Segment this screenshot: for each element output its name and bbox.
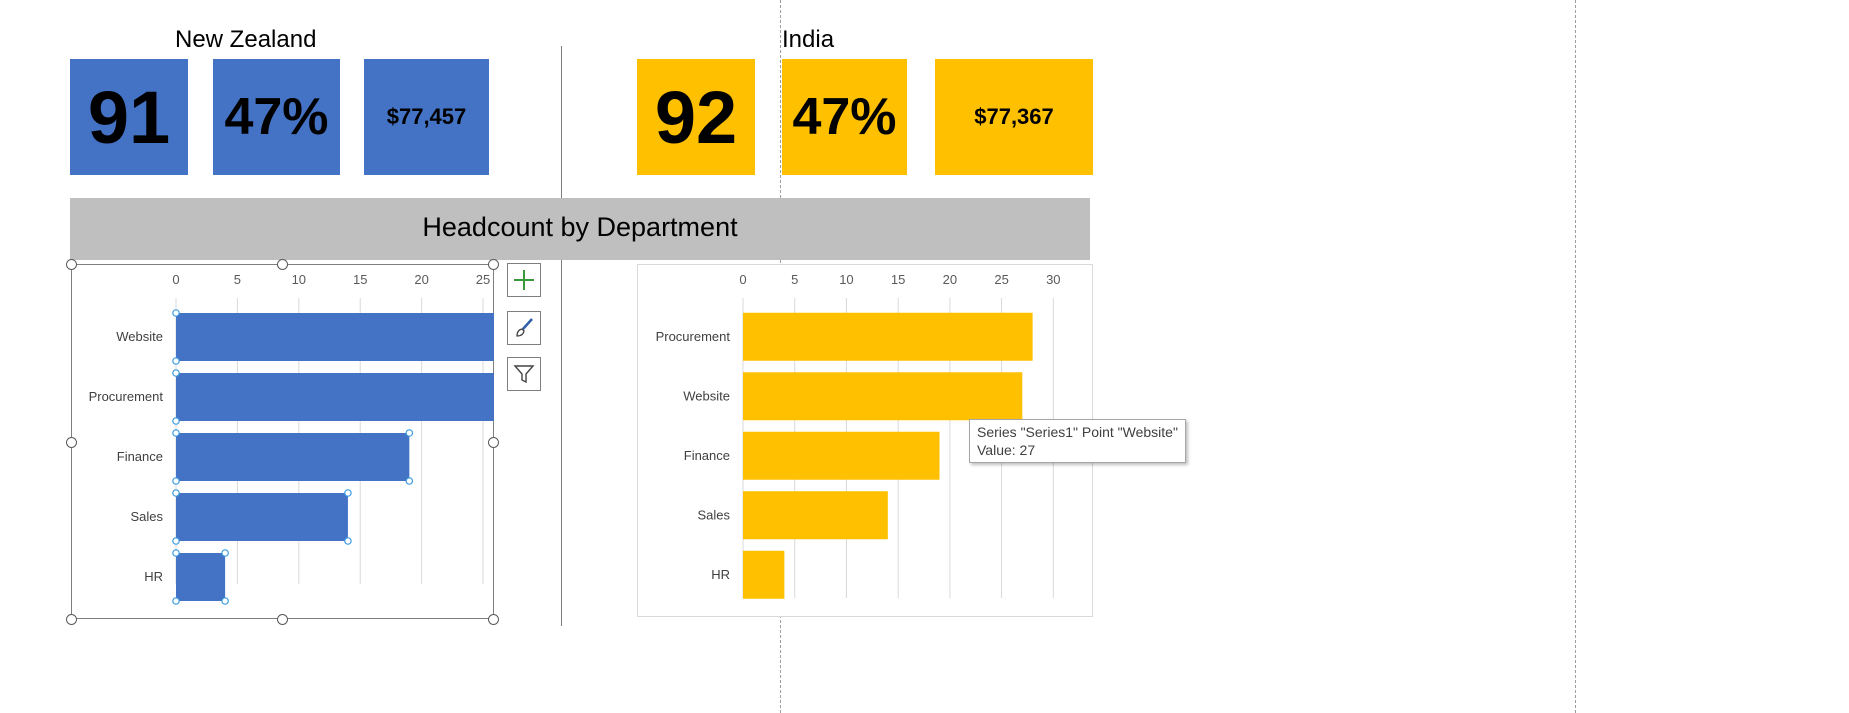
page-break-line	[1575, 0, 1576, 713]
chart-tooltip: Series "Series1" Point "Website" Value: …	[969, 419, 1186, 463]
bar-procurement[interactable]	[743, 312, 1033, 361]
category-label: Sales	[697, 507, 730, 522]
point-selection-handle[interactable]	[172, 537, 180, 545]
bar-finance[interactable]	[176, 433, 410, 481]
x-tick-label: 25	[994, 272, 1008, 287]
tooltip-series-line: Series "Series1" Point "Website"	[977, 424, 1178, 440]
resize-handle[interactable]	[66, 437, 77, 448]
x-tick-label: 5	[791, 272, 798, 287]
point-selection-handle[interactable]	[172, 417, 180, 425]
x-tick-label: 5	[234, 272, 241, 287]
bar-website[interactable]	[743, 372, 1023, 421]
resize-handle[interactable]	[277, 259, 288, 270]
category-label: HR	[144, 569, 163, 584]
category-label: Sales	[130, 509, 163, 524]
point-selection-handle[interactable]	[172, 477, 180, 485]
category-label: Finance	[117, 449, 163, 464]
x-tick-label: 0	[172, 272, 179, 287]
bar-sales[interactable]	[743, 491, 888, 540]
kpi-percent-india[interactable]: 47%	[782, 59, 907, 175]
point-selection-handle[interactable]	[172, 357, 180, 365]
bar-finance[interactable]	[743, 431, 940, 480]
point-selection-handle[interactable]	[405, 429, 414, 437]
x-tick-label: 25	[476, 272, 490, 287]
plus-icon	[514, 270, 534, 290]
point-selection-handle[interactable]	[221, 597, 229, 605]
kpi-salary-india[interactable]: $77,367	[935, 59, 1093, 175]
bar-sales[interactable]	[176, 493, 348, 541]
x-tick-label: 20	[943, 272, 957, 287]
category-label: HR	[711, 567, 730, 582]
bar-hr[interactable]	[176, 553, 226, 601]
kpi-headcount-nz[interactable]: 91	[70, 59, 188, 175]
x-tick-label: 10	[292, 272, 306, 287]
point-selection-handle[interactable]	[172, 369, 180, 377]
point-selection-handle[interactable]	[344, 537, 352, 545]
kpi-salary-nz[interactable]: $77,457	[364, 59, 489, 175]
point-selection-handle[interactable]	[405, 477, 414, 485]
chart-india-svg: 0 5 10 15 20 25 30 Procurement Website Finance Sal…	[656, 272, 1061, 599]
point-selection-handle[interactable]	[172, 549, 180, 557]
x-tick-label: 15	[353, 272, 367, 287]
category-label: Finance	[684, 448, 730, 463]
country-title-left: New Zealand	[175, 26, 317, 53]
kpi-percent-nz[interactable]: 47%	[213, 59, 340, 175]
section-banner[interactable]: Headcount by Department	[70, 198, 1090, 260]
kpi-headcount-india[interactable]: 92	[637, 59, 755, 175]
section-banner-title: Headcount by Department	[422, 212, 738, 242]
resize-handle[interactable]	[488, 614, 499, 625]
point-selection-handle[interactable]	[172, 429, 180, 437]
x-tick-label: 15	[891, 272, 905, 287]
category-label: Procurement	[89, 389, 164, 404]
country-title-right: India	[782, 26, 835, 53]
chart-elements-button[interactable]	[507, 263, 541, 297]
x-tick-label: 0	[739, 272, 746, 287]
brush-icon	[516, 318, 533, 337]
chart-nz-svg: 051015202530WebsiteProcurementFinanceSal…	[89, 272, 494, 605]
chart-filters-button[interactable]	[507, 357, 541, 391]
resize-handle[interactable]	[488, 437, 499, 448]
x-tick-label: 30	[1046, 272, 1060, 287]
chart-styles-button[interactable]	[507, 311, 541, 345]
column-divider	[561, 46, 562, 626]
category-label: Website	[683, 388, 730, 403]
point-selection-handle[interactable]	[172, 489, 180, 497]
chart-nz-headcount[interactable]: 051015202530WebsiteProcurementFinanceSal…	[71, 264, 494, 619]
point-selection-handle[interactable]	[221, 549, 229, 557]
bar-website[interactable]	[176, 313, 494, 361]
point-selection-handle[interactable]	[172, 309, 180, 317]
point-selection-handle[interactable]	[344, 489, 352, 497]
tooltip-value-line: Value: 27	[977, 442, 1036, 458]
bar-procurement[interactable]	[176, 373, 494, 421]
bar-hr[interactable]	[743, 550, 785, 599]
point-selection-handle[interactable]	[172, 597, 180, 605]
resize-handle[interactable]	[488, 259, 499, 270]
x-tick-label: 20	[414, 272, 428, 287]
resize-handle[interactable]	[66, 614, 77, 625]
resize-handle[interactable]	[277, 614, 288, 625]
category-label: Procurement	[656, 329, 731, 344]
x-tick-label: 10	[839, 272, 853, 287]
filter-icon	[513, 365, 535, 384]
resize-handle[interactable]	[66, 259, 77, 270]
category-label: Website	[116, 329, 163, 344]
